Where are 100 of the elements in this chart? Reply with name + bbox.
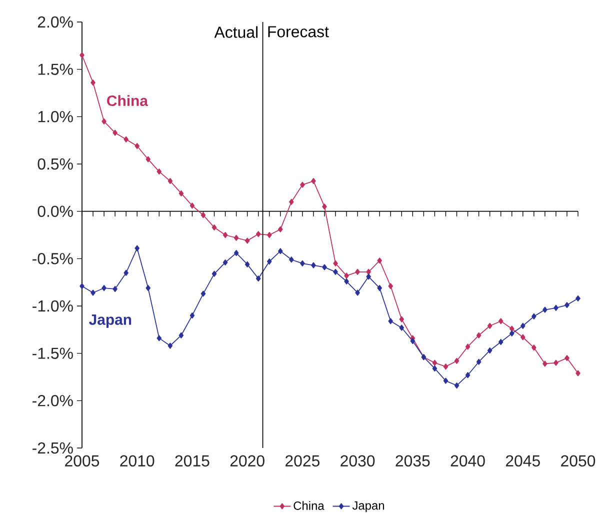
text: Japan bbox=[89, 314, 132, 328]
point bbox=[266, 232, 272, 238]
x-tick-label: 2045 bbox=[506, 455, 540, 467]
x-tick-label: 2005 bbox=[65, 455, 100, 467]
point bbox=[90, 290, 96, 296]
point bbox=[146, 284, 151, 292]
y-tick-label: -0.5% bbox=[32, 253, 73, 264]
x-tick-label: 2050 bbox=[561, 455, 596, 467]
point bbox=[333, 260, 338, 266]
y-tick-label: -2.0% bbox=[32, 395, 73, 406]
point bbox=[487, 322, 492, 329]
y-tick-label: 0.5% bbox=[38, 158, 73, 170]
point bbox=[333, 268, 338, 275]
point bbox=[212, 270, 217, 277]
point bbox=[509, 330, 514, 336]
point bbox=[112, 130, 118, 136]
point bbox=[576, 295, 580, 302]
y-tick-label: -1.5% bbox=[32, 348, 73, 359]
point bbox=[322, 264, 327, 270]
point bbox=[112, 286, 118, 292]
x-tick-label: 2010 bbox=[120, 455, 154, 467]
y-tick-label: 2.0% bbox=[38, 16, 73, 28]
point bbox=[244, 261, 250, 268]
point bbox=[432, 365, 438, 372]
point bbox=[300, 260, 305, 266]
point bbox=[388, 283, 394, 290]
point bbox=[564, 302, 570, 308]
x-tick-label: 2025 bbox=[286, 455, 320, 467]
point bbox=[311, 178, 316, 184]
point bbox=[355, 268, 360, 275]
point bbox=[476, 358, 482, 365]
y-tick-label: -2.5% bbox=[32, 442, 73, 454]
point bbox=[80, 283, 84, 290]
point bbox=[90, 80, 96, 86]
x-tick-label: 2020 bbox=[230, 455, 264, 467]
point bbox=[124, 136, 128, 142]
point bbox=[344, 278, 349, 284]
point bbox=[146, 156, 151, 162]
point bbox=[542, 360, 548, 367]
point bbox=[256, 231, 261, 238]
point bbox=[200, 212, 206, 218]
text: China bbox=[107, 95, 148, 106]
point bbox=[377, 258, 382, 264]
y-tick-label: -1.0% bbox=[32, 300, 73, 312]
point bbox=[432, 360, 438, 366]
point bbox=[311, 262, 316, 268]
point bbox=[266, 258, 272, 265]
point bbox=[178, 332, 184, 338]
point bbox=[222, 259, 228, 266]
point bbox=[355, 290, 360, 296]
point bbox=[487, 347, 492, 354]
point bbox=[509, 326, 514, 332]
point bbox=[366, 268, 371, 275]
point bbox=[124, 270, 128, 276]
point bbox=[410, 338, 416, 344]
point bbox=[465, 344, 470, 350]
point bbox=[190, 202, 195, 209]
point bbox=[80, 52, 84, 58]
point bbox=[200, 290, 206, 297]
point bbox=[576, 370, 580, 376]
point bbox=[388, 318, 394, 324]
point bbox=[178, 190, 184, 196]
point bbox=[498, 318, 504, 324]
point bbox=[532, 313, 536, 320]
point bbox=[134, 142, 140, 150]
point bbox=[256, 276, 261, 282]
point bbox=[443, 378, 448, 384]
point bbox=[234, 234, 239, 241]
point bbox=[399, 316, 404, 322]
point bbox=[278, 226, 283, 232]
x-tick-label: 2015 bbox=[175, 455, 210, 467]
point bbox=[244, 238, 250, 244]
point bbox=[454, 358, 460, 364]
point bbox=[168, 178, 173, 184]
point bbox=[366, 274, 371, 280]
legend-label: Japan bbox=[352, 501, 384, 512]
y-tick-label: 0.0% bbox=[38, 206, 73, 217]
point bbox=[168, 342, 173, 349]
legend-label: China bbox=[294, 501, 324, 510]
point bbox=[344, 272, 349, 279]
point bbox=[554, 304, 558, 311]
point bbox=[212, 224, 217, 230]
point bbox=[476, 332, 482, 338]
point bbox=[102, 118, 106, 124]
point bbox=[102, 284, 106, 292]
point bbox=[300, 182, 305, 188]
point bbox=[156, 168, 162, 175]
x-tick-label: 2035 bbox=[396, 455, 430, 467]
point bbox=[542, 306, 548, 313]
point bbox=[498, 338, 504, 346]
point bbox=[465, 372, 470, 378]
point bbox=[190, 312, 195, 319]
point bbox=[289, 256, 294, 263]
point bbox=[443, 364, 448, 370]
annotation: Forecast bbox=[268, 26, 329, 38]
point bbox=[377, 284, 382, 292]
point bbox=[234, 250, 239, 256]
x-tick-label: 2030 bbox=[340, 455, 375, 467]
point bbox=[222, 232, 228, 238]
y-tick-label: 1.0% bbox=[38, 111, 73, 122]
